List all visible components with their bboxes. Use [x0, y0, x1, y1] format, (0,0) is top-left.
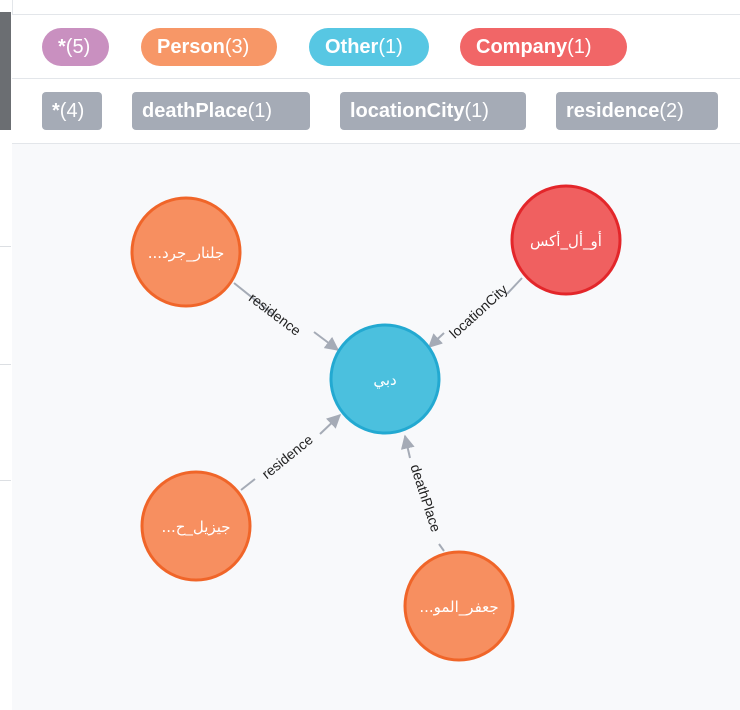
rel-filter-deathplace[interactable]: deathPlace(1): [132, 92, 310, 130]
node-label: جلنار_جرد...: [148, 244, 225, 263]
panel-scroll-region: [0, 12, 11, 130]
relationship-edge-deathplace[interactable]: deathPlace: [400, 434, 445, 552]
panel-divider: [0, 364, 11, 365]
panel-divider: [0, 480, 11, 481]
edge-label-deathplace: deathPlace: [407, 462, 444, 534]
relationship-edge-locationcity[interactable]: locationCity: [427, 277, 523, 348]
node-label: جعفر_المو...: [419, 598, 498, 617]
graph-svg[interactable]: residence locationCity residence deathPl…: [12, 144, 740, 710]
header-divider: [12, 14, 740, 15]
node-label: أو_أل_أكس: [530, 231, 602, 251]
edge-label-residence: residence: [259, 431, 316, 482]
relationship-types-bar: *(4) deathPlace(1) locationCity(1) resid…: [12, 79, 740, 144]
node-dubai[interactable]: دبي: [329, 323, 441, 435]
node-company[interactable]: أو_أل_أكس: [510, 184, 622, 296]
edge-label-locationcity: locationCity: [446, 281, 510, 341]
rel-filter-all[interactable]: *(4): [42, 92, 102, 130]
label-filter-person[interactable]: Person(3): [141, 28, 277, 66]
label-filter-company[interactable]: Company(1): [460, 28, 627, 66]
graph-canvas[interactable]: residence locationCity residence deathPl…: [12, 144, 740, 710]
rel-filter-locationcity[interactable]: locationCity(1): [340, 92, 526, 130]
node-person-jiziel[interactable]: جيزيل_ح...: [140, 470, 252, 582]
node-labels-bar: *(5) Person(3) Other(1) Company(1): [12, 15, 740, 79]
label-filter-all[interactable]: *(5): [42, 28, 109, 66]
label-filter-other[interactable]: Other(1): [309, 28, 429, 66]
edge-label-residence: residence: [246, 289, 304, 338]
relationship-edge-residence-2[interactable]: residence: [240, 414, 342, 491]
rel-filter-residence[interactable]: residence(2): [556, 92, 718, 130]
node-person-jaafar[interactable]: جعفر_المو...: [403, 550, 515, 662]
relationship-edge-residence-1[interactable]: residence: [233, 282, 340, 351]
node-label: جيزيل_ح...: [161, 518, 230, 537]
node-label: دبي: [373, 371, 396, 390]
node-person-jalnar[interactable]: جلنار_جرد...: [130, 196, 242, 308]
panel-divider: [0, 246, 11, 247]
